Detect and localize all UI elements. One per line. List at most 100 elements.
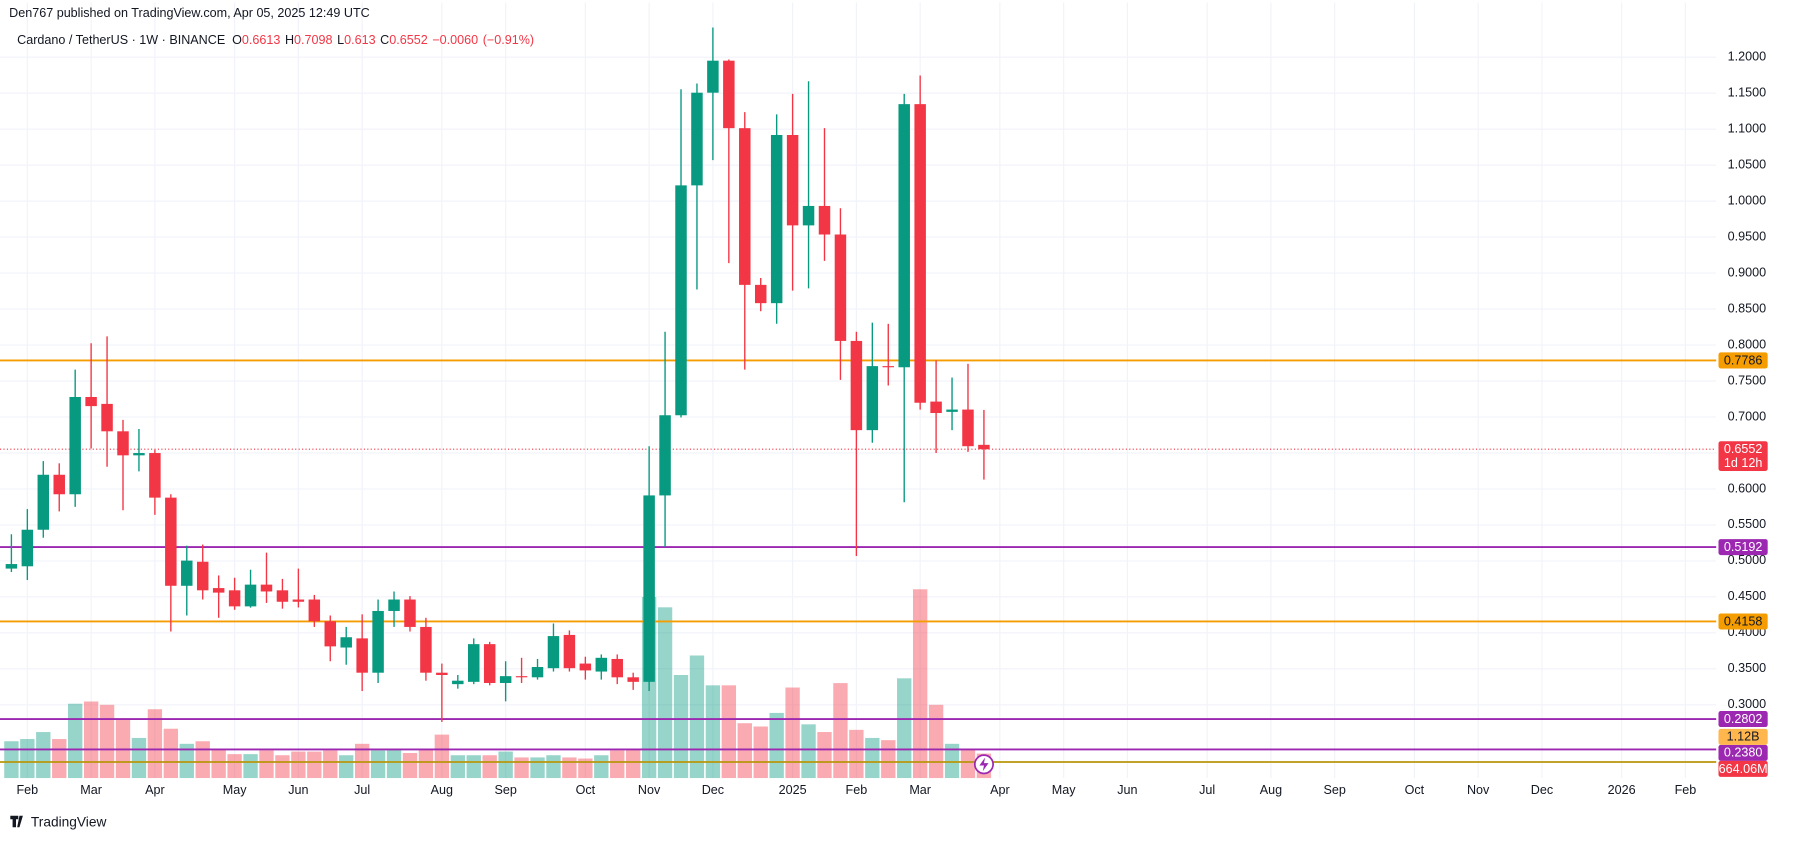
candle-body (404, 599, 416, 627)
candle-body (5, 564, 18, 569)
volume-bar (466, 755, 481, 779)
candle-body (515, 676, 528, 678)
volume-bar (83, 701, 99, 779)
volume-bar (307, 751, 322, 779)
candle-body (37, 474, 50, 530)
candle-body (436, 672, 448, 676)
volume-bar (370, 750, 386, 779)
volume-bar (259, 750, 274, 779)
candle-body (181, 560, 193, 586)
x-tick-label: Apr (990, 783, 1010, 797)
candle-body (212, 588, 225, 593)
x-tick-label: Aug (1260, 783, 1282, 797)
candle-body (149, 453, 161, 498)
candle-body (531, 667, 544, 678)
y-tick-label: 1.2000 (1728, 50, 1766, 64)
y-tick-label: 0.9000 (1728, 265, 1766, 279)
candles-layer (5, 27, 990, 722)
candle-body (388, 599, 400, 611)
x-tick-label: Aug (431, 783, 453, 797)
volume-tag-text: 1.12B (1727, 730, 1760, 744)
volume-tag (1718, 728, 1768, 745)
x-tick-label: Sep (494, 783, 516, 797)
level-tag (1718, 613, 1768, 630)
volume-bar (275, 755, 290, 779)
volume-bar (131, 737, 147, 779)
level-tag-text: 0.2380 (1724, 746, 1762, 760)
candle-body (165, 497, 177, 586)
x-tick-label: Feb (846, 783, 868, 797)
legend-h: H (285, 34, 294, 48)
level-tag-text: 0.7786 (1724, 353, 1762, 367)
volume-bar (52, 739, 67, 779)
volume-bar (418, 749, 434, 779)
volume-bar (530, 757, 545, 779)
y-tick-label: 0.7500 (1728, 373, 1766, 387)
level-tag-text: 0.2802 (1724, 712, 1762, 726)
volume-layer (4, 589, 992, 779)
candle-body (468, 644, 480, 682)
candle-body (276, 590, 289, 602)
y-tick-label: 0.5000 (1728, 553, 1766, 567)
candle-body (324, 621, 337, 647)
level-tag-text: 0.4158 (1724, 614, 1762, 628)
volume-bar (227, 754, 242, 779)
candle-body (420, 626, 432, 673)
volume-bar (753, 726, 768, 779)
volume-bar (801, 724, 816, 779)
x-tick-label: Feb (17, 783, 39, 797)
candle-body (563, 634, 576, 669)
legend-high: 0.7098 (294, 34, 332, 48)
volume-bar (626, 749, 641, 779)
volume-bar (960, 749, 976, 779)
legend-close: 0.6552 (389, 34, 427, 48)
candle-body (308, 599, 321, 622)
volume-bar (179, 743, 194, 779)
volume-bar (578, 758, 593, 779)
volume-bar (673, 675, 689, 779)
candle-body (659, 415, 671, 496)
y-tick-label: 1.1000 (1728, 122, 1766, 136)
legend-c: C (380, 34, 389, 48)
volume-bar (689, 655, 705, 779)
volume-bar (785, 687, 800, 779)
volume-bar (833, 683, 848, 779)
volume-bar (721, 685, 737, 779)
candle-body (914, 104, 926, 403)
volume-bar (562, 757, 577, 779)
volume-bar (482, 755, 497, 779)
volume-bar (291, 751, 306, 779)
volume-bar (817, 732, 832, 779)
volume-bar (594, 755, 609, 779)
y-tick-label: 0.8000 (1728, 337, 1766, 351)
level-tag-text: 0.5192 (1724, 540, 1762, 554)
candle-body (882, 366, 895, 368)
volume-bar (36, 732, 51, 779)
x-tick-label: Sep (1323, 783, 1345, 797)
legend-l: L (337, 34, 344, 48)
candle-body (627, 677, 639, 682)
candle-body (101, 403, 113, 432)
volume-bar (99, 704, 115, 779)
y-tick-label: 1.0000 (1728, 193, 1766, 207)
volume-tag-text: 664.06M (1719, 762, 1768, 776)
candle-body (483, 644, 496, 683)
y-tick-label: 0.6000 (1728, 481, 1766, 495)
x-tick-label: Jun (288, 783, 308, 797)
candle-body (133, 453, 145, 456)
volume-bar (339, 755, 354, 779)
candle-body (452, 680, 464, 685)
level-tag (1718, 711, 1768, 728)
volume-bar (68, 703, 83, 779)
candle-body (85, 396, 97, 407)
current-price-text: 0.6552 (1724, 442, 1762, 456)
volume-bar (657, 607, 673, 779)
volume-bar (450, 755, 465, 779)
candle-body (643, 495, 655, 682)
x-tick-label: Mar (80, 783, 102, 797)
y-tick-label: 0.5500 (1728, 517, 1766, 531)
candle-body (69, 396, 81, 495)
y-tick-label: 0.3500 (1728, 661, 1766, 675)
candle-body (117, 431, 129, 456)
